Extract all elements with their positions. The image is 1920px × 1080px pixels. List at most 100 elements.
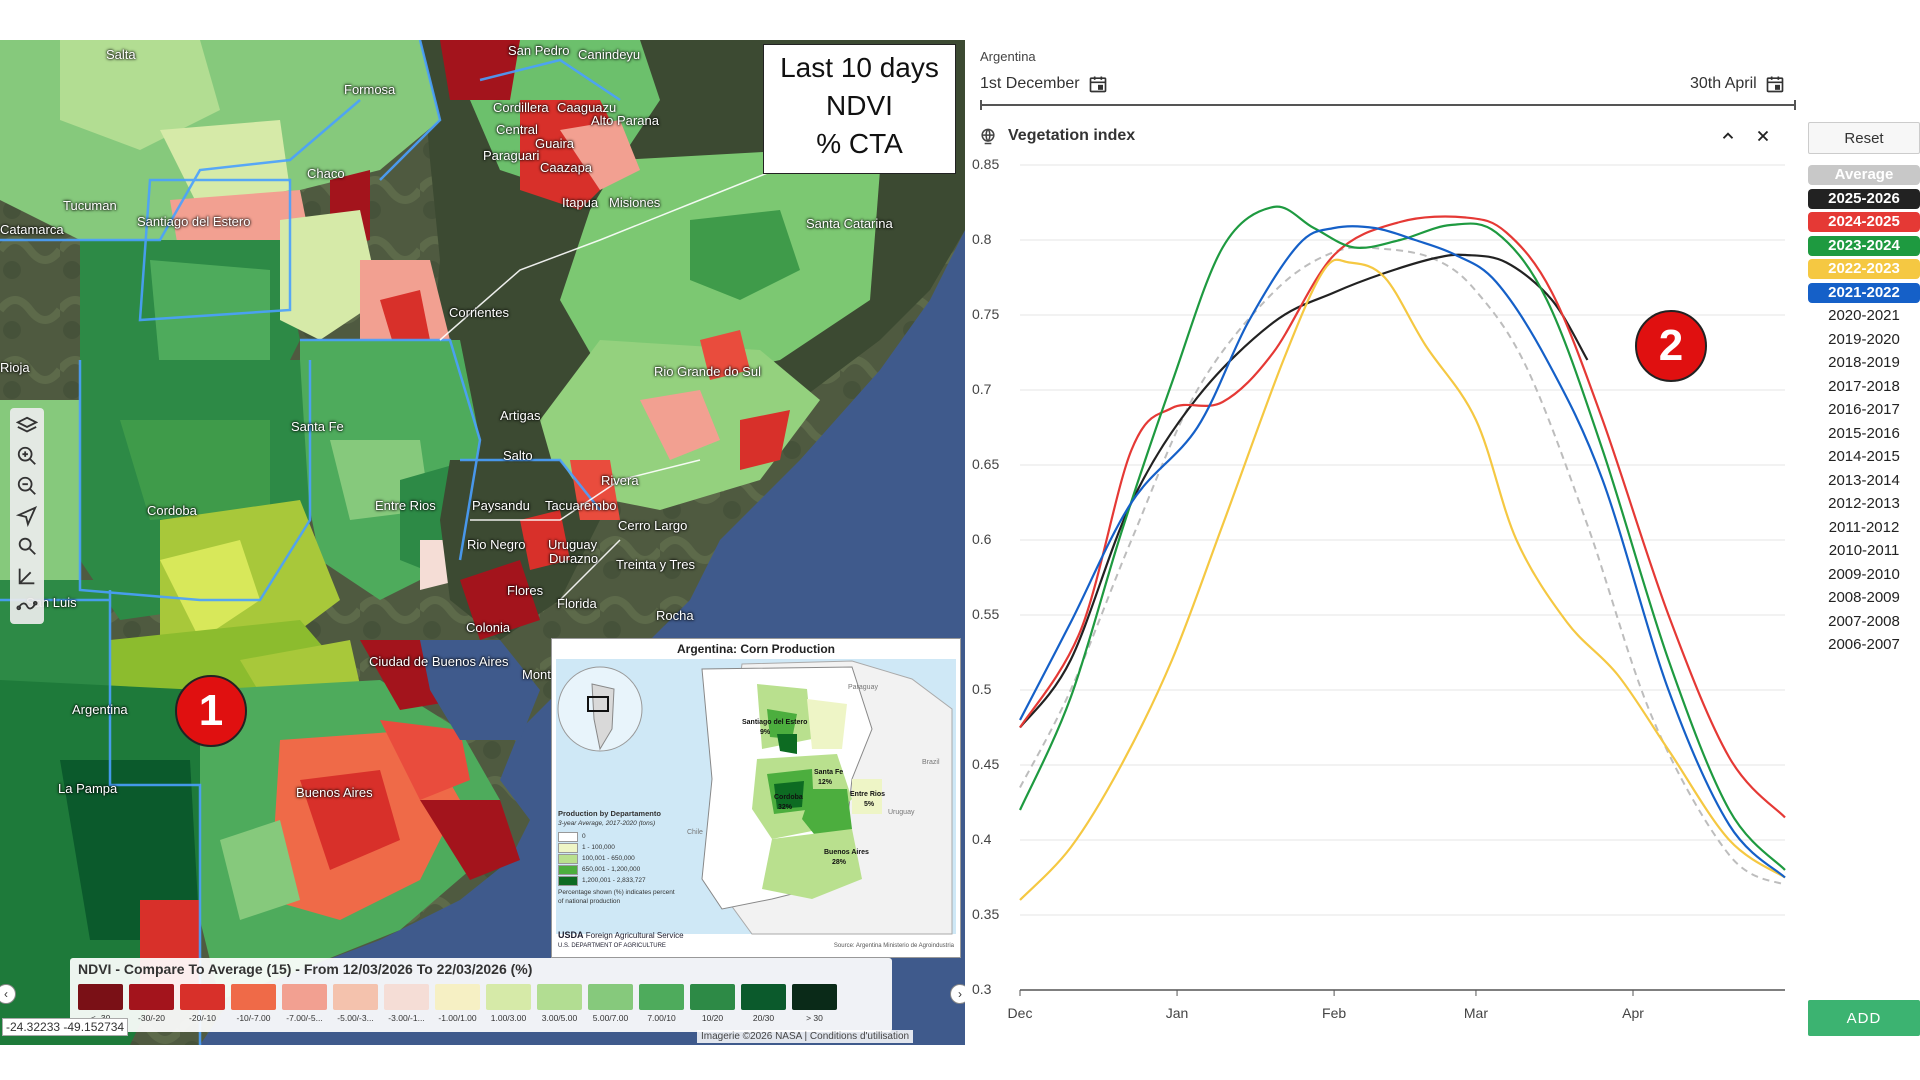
legend-label: 5.00/7.00	[592, 1013, 629, 1023]
x-tick-label: Jan	[1166, 1005, 1189, 1021]
season-toggle[interactable]: 2024-2025	[1808, 212, 1920, 232]
y-tick-label: 0.35	[972, 906, 999, 922]
season-toggle[interactable]: 2011-2012	[1828, 518, 1900, 536]
chevron-right-icon[interactable]: ›	[950, 984, 965, 1004]
inset-source: Source: Argentina Ministerio de Agroindu…	[833, 943, 954, 949]
season-toggle[interactable]: 2019-2020	[1828, 330, 1900, 348]
y-tick-label: 0.8	[972, 231, 992, 247]
inset-region-name: Santa Fe	[814, 769, 844, 776]
season-toggle[interactable]: 2025-2026	[1808, 188, 1920, 209]
season-toggle[interactable]: 2009-2010	[1828, 565, 1900, 583]
inset-legend: Production by Departamento 3-year Averag…	[558, 809, 678, 906]
legend-item: -5.00/-3...	[333, 984, 378, 1023]
start-date-picker[interactable]: 1st December	[980, 74, 1108, 94]
inset-legend-subheading: 3-year Average, 2017-2020 (tons)	[558, 820, 656, 827]
season-toggle[interactable]: 2012-2013	[1828, 495, 1900, 512]
legend-swatch	[792, 984, 837, 1010]
legend-item: -3.00/-1...	[384, 984, 429, 1023]
chart-title: Vegetation index	[1008, 127, 1136, 144]
legend-swatch	[690, 984, 735, 1010]
legend-swatch	[639, 984, 684, 1010]
reset-button[interactable]: Reset	[1808, 122, 1920, 154]
chevron-left-icon[interactable]: ‹	[0, 984, 16, 1004]
legend-item: > 30	[792, 984, 837, 1023]
legend-swatch	[282, 984, 327, 1010]
end-date-picker[interactable]: 30th April	[1690, 74, 1785, 94]
y-tick-label: 0.85	[972, 156, 999, 172]
search-icon[interactable]	[10, 531, 44, 561]
legend-swatch	[180, 984, 225, 1010]
inset-country-label: Chile	[687, 829, 703, 836]
legend-item: 3.00/5.00	[537, 984, 582, 1023]
legend-item: 1.00/3.00	[486, 984, 531, 1023]
ndvi-map[interactable]: Salta San Pedro Canindeyu Formosa Cordil…	[0, 40, 965, 1045]
x-tick-label: Apr	[1622, 1005, 1644, 1021]
legend-swatch	[435, 984, 480, 1010]
inset-region-name: Entre Rios	[850, 791, 886, 798]
collapse-chevron-up-icon[interactable]	[1716, 124, 1740, 148]
zoom-out-icon[interactable]	[10, 471, 44, 501]
measure-icon[interactable]	[10, 561, 44, 591]
inset-legend-item: 1 - 100,000	[558, 842, 678, 853]
y-tick-label: 0.75	[972, 306, 999, 322]
season-toggle[interactable]: 2017-2018	[1828, 377, 1900, 395]
season-toggle[interactable]: 2015-2016	[1828, 424, 1900, 442]
inset-legend-item: 650,001 - 1,200,000	[558, 864, 678, 875]
season-toggle[interactable]: 2010-2011	[1828, 542, 1900, 559]
inset-country-label: Uruguay	[888, 809, 915, 816]
legend-swatch	[741, 984, 786, 1010]
legend-swatch	[384, 984, 429, 1010]
season-toggle[interactable]: 2022-2023	[1808, 259, 1920, 279]
start-date-text: 1st December	[980, 75, 1080, 92]
legend-swatch	[558, 831, 578, 842]
x-tick-label: Dec	[1008, 1005, 1033, 1021]
country-label: Argentina	[980, 49, 1036, 64]
season-toggle[interactable]: 2013-2014	[1828, 471, 1900, 489]
add-button[interactable]: ADD	[1808, 1000, 1920, 1036]
season-toggle[interactable]: Average	[1808, 165, 1920, 185]
layers-icon[interactable]	[10, 411, 44, 441]
inset-legend-label: 1,200,001 - 2,833,727	[582, 877, 646, 884]
season-toggle[interactable]: 2021-2022	[1808, 282, 1920, 303]
inset-legend-label: 0	[582, 833, 586, 840]
x-tick-label: Feb	[1322, 1005, 1346, 1021]
legend-label: -10/-7.00	[236, 1013, 271, 1023]
info-line-index: NDVI	[826, 90, 893, 121]
season-toggle[interactable]: 2016-2017	[1828, 401, 1900, 418]
legend-swatch	[558, 864, 578, 875]
season-toggle[interactable]: 2023-2024	[1808, 235, 1920, 256]
legend-swatch	[558, 875, 578, 886]
inset-region-pct: 5%	[864, 801, 875, 808]
legend-item: -10/-7.00	[231, 984, 276, 1023]
y-tick-label: 0.45	[972, 756, 999, 772]
season-toggle[interactable]: 2007-2008	[1828, 612, 1900, 630]
legend-item: 10/20	[690, 984, 735, 1023]
close-icon[interactable]	[1751, 124, 1775, 148]
inset-region-name: Cordoba	[774, 794, 803, 801]
legend-label: 20/30	[752, 1013, 775, 1023]
season-toggle[interactable]: 2006-2007	[1828, 636, 1900, 653]
agency-name: Foreign Agricultural Service	[585, 931, 684, 940]
legend-swatch	[231, 984, 276, 1010]
y-tick-label: 0.6	[972, 531, 992, 547]
calendar-icon[interactable]	[1088, 74, 1108, 94]
date-range-slider[interactable]	[980, 100, 1796, 110]
map-attribution[interactable]: Imagerie ©2026 NASA | Conditions d'utili…	[697, 1030, 914, 1043]
locate-icon[interactable]	[10, 501, 44, 531]
season-toggle[interactable]: 2020-2021	[1828, 307, 1900, 324]
y-tick-label: 0.55	[972, 606, 999, 622]
legend-swatch	[129, 984, 174, 1010]
draw-icon[interactable]	[10, 591, 44, 621]
inset-region-pct: 9%	[760, 729, 771, 736]
vegetation-index-chart[interactable]: 0.3 0.35 0.4 0.45 0.5 0.55 0.6 0.65 0.7 0.75 0.8 0.…	[960, 150, 1800, 1030]
season-toggle[interactable]: 2014-2015	[1828, 448, 1900, 465]
season-toggle[interactable]: 2008-2009	[1828, 589, 1900, 606]
calendar-icon[interactable]	[1765, 74, 1785, 94]
season-toggle[interactable]: 2018-2019	[1828, 354, 1900, 371]
zoom-in-icon[interactable]	[10, 441, 44, 471]
inset-region-name: Buenos Aires	[824, 849, 869, 856]
y-tick-label: 0.65	[972, 456, 999, 472]
department-name: U.S. DEPARTMENT OF AGRICULTURE	[558, 943, 666, 949]
season-list: Average 2025-2026 2024-2025 2023-2024 2022-2…	[1808, 165, 1920, 659]
end-date-text: 30th April	[1690, 75, 1757, 92]
